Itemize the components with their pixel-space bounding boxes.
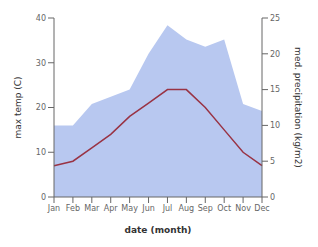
svg-text:Feb: Feb [66, 204, 80, 213]
svg-text:5: 5 [270, 157, 275, 166]
svg-text:Jun: Jun [141, 204, 155, 213]
svg-text:Jul: Jul [162, 204, 173, 213]
svg-text:10: 10 [270, 121, 280, 130]
svg-text:25: 25 [270, 14, 280, 23]
svg-text:30: 30 [36, 59, 46, 68]
svg-text:Jan: Jan [47, 204, 60, 213]
svg-text:40: 40 [36, 14, 46, 23]
svg-text:Oct: Oct [217, 204, 231, 213]
svg-text:0: 0 [41, 193, 46, 202]
svg-text:Dec: Dec [254, 204, 269, 213]
svg-text:date (month): date (month) [125, 225, 192, 235]
svg-text:max temp (C): max temp (C) [13, 76, 23, 138]
svg-text:med. precipitation (kg/m2): med. precipitation (kg/m2) [293, 47, 303, 168]
svg-text:20: 20 [36, 103, 46, 112]
svg-text:10: 10 [36, 148, 46, 157]
svg-text:Aug: Aug [179, 204, 195, 213]
svg-text:0: 0 [270, 193, 275, 202]
svg-text:Sep: Sep [198, 204, 213, 213]
svg-text:15: 15 [270, 85, 280, 94]
svg-text:20: 20 [270, 50, 280, 59]
svg-text:May: May [121, 204, 138, 213]
svg-text:Apr: Apr [104, 204, 119, 213]
svg-text:Mar: Mar [84, 204, 100, 213]
svg-text:Nov: Nov [235, 204, 251, 213]
